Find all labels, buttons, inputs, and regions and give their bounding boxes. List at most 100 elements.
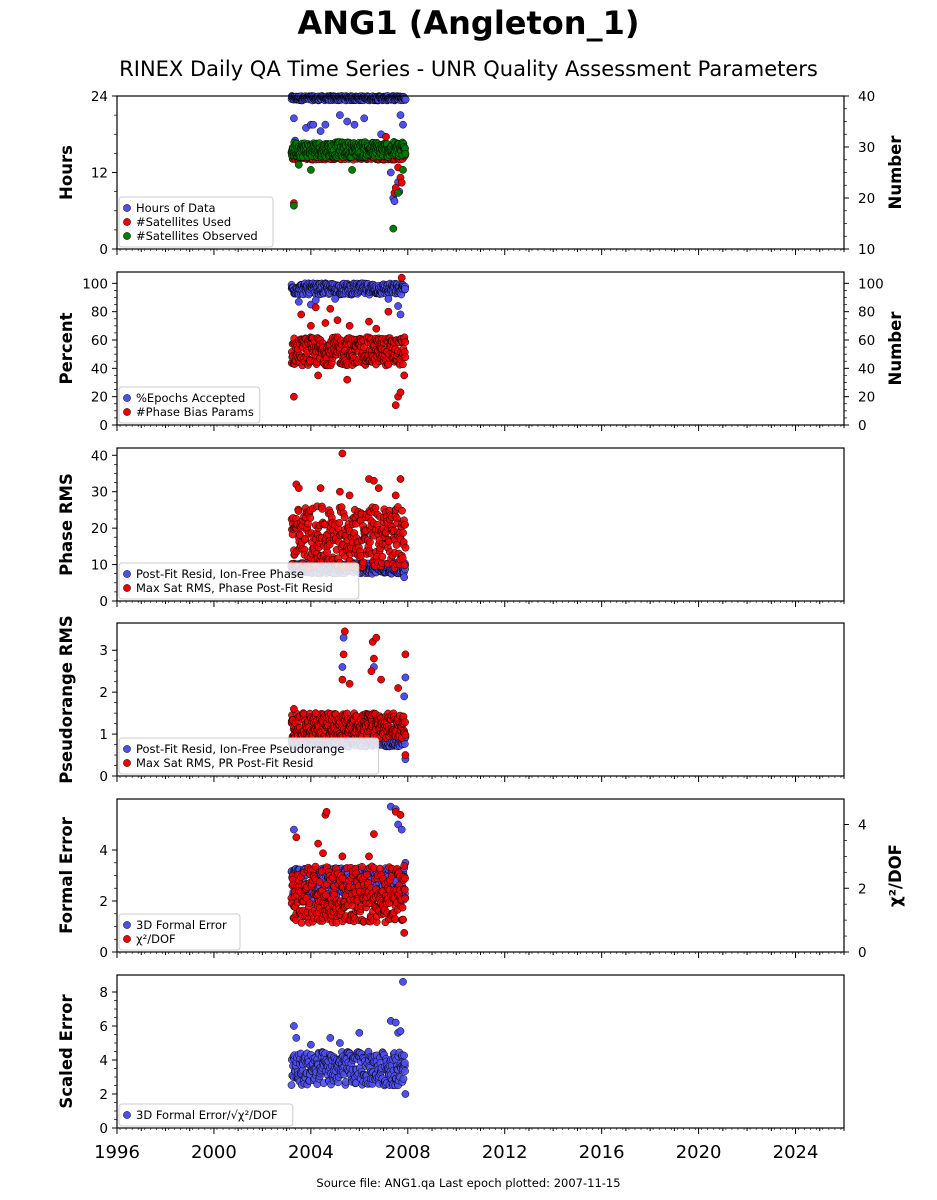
data-point	[290, 392, 298, 401]
legend-marker	[123, 218, 131, 226]
data-point	[365, 317, 373, 326]
series-1	[287, 92, 410, 206]
y2-tick-label: 20	[858, 191, 875, 207]
legend-label: 3D Formal Error	[136, 918, 227, 932]
data-point	[326, 304, 335, 313]
y2-tick-label: 2	[858, 881, 867, 897]
data-point	[399, 360, 407, 369]
legend-marker	[123, 408, 131, 416]
legend-marker	[123, 394, 131, 402]
data-point	[290, 201, 298, 210]
y2-tick-label: 30	[858, 140, 875, 156]
data-point	[307, 321, 315, 330]
data-point	[311, 296, 320, 305]
data-point	[401, 874, 409, 883]
chart-title: ANG1 (Angleton_1)	[297, 4, 640, 42]
data-point	[401, 285, 409, 293]
legend-label: %Epochs Accepted	[136, 391, 245, 405]
data-point	[345, 491, 354, 500]
data-point	[384, 295, 393, 303]
legend-box	[118, 737, 380, 775]
data-point	[321, 120, 330, 129]
data-point	[336, 111, 344, 119]
data-point	[371, 504, 380, 512]
data-point	[386, 168, 395, 177]
data-point	[401, 353, 410, 362]
data-point	[394, 302, 402, 310]
data-point	[398, 903, 407, 912]
data-point	[333, 316, 342, 325]
y2-tick-label: 4	[858, 818, 867, 834]
legend-label: #Satellites Used	[136, 215, 231, 229]
data-point	[400, 573, 409, 582]
data-point	[401, 650, 410, 659]
data-point	[370, 654, 378, 663]
y-tick-label: 60	[91, 333, 108, 349]
data-point	[384, 307, 393, 316]
data-point	[297, 310, 306, 319]
data-point	[401, 894, 410, 903]
panel-4: 0 1 2 3 Pseudorange RMS Post-Fit Resid, Ion-F…	[57, 615, 845, 785]
y-tick-label: 30	[91, 485, 108, 501]
data-point	[335, 519, 344, 527]
data-point	[396, 811, 405, 819]
data-point	[345, 679, 354, 688]
y-tick-label: 40	[91, 448, 108, 464]
y2-axis-label: Number	[886, 311, 905, 386]
data-point	[314, 839, 322, 848]
legend-label: #Phase Bias Params	[136, 405, 254, 419]
legend-marker	[123, 745, 131, 753]
legend: Hours of Data#Satellites Used#Satellites…	[118, 196, 274, 248]
data-point	[287, 1081, 296, 1089]
data-point	[365, 852, 373, 861]
legend-marker	[123, 584, 131, 592]
data-point	[399, 166, 407, 174]
data-point	[339, 633, 348, 642]
data-point	[290, 114, 298, 123]
data-point	[401, 885, 409, 894]
data-point	[305, 899, 314, 908]
data-point	[311, 709, 320, 717]
y-tick-label: 2	[99, 894, 108, 910]
legend-box	[118, 386, 261, 424]
y-tick-label: 3	[99, 643, 108, 659]
data-point	[338, 675, 347, 684]
legend-marker	[123, 204, 131, 212]
data-point	[292, 833, 301, 842]
legend-box	[118, 913, 241, 951]
series-2	[287, 449, 410, 572]
plot-area	[287, 802, 410, 937]
y-tick-label: 40	[91, 361, 108, 377]
data-point	[391, 491, 400, 500]
data-point	[397, 825, 406, 834]
y2-tick-label: 40	[858, 89, 875, 105]
data-point	[397, 178, 406, 187]
data-point	[382, 132, 390, 141]
data-point	[401, 751, 410, 759]
data-point	[400, 929, 409, 937]
data-point	[399, 528, 407, 537]
y-axis-label: Hours	[57, 145, 76, 200]
data-point	[372, 324, 381, 333]
data-point	[311, 862, 320, 871]
y-tick-label: 1	[99, 727, 108, 743]
chart-subtitle: RINEX Daily QA Time Series - UNR Quality…	[119, 57, 818, 81]
panel-2: 0 20 40 60 80 100 Percent 0 20 40 60 80 100 Number %Ep…	[57, 271, 905, 434]
y-tick-label: 0	[99, 769, 108, 785]
data-point	[378, 552, 387, 561]
data-point	[331, 295, 339, 303]
y-tick-label: 2	[99, 685, 108, 701]
panel-3: 0 10 20 30 40 Phase RMS Post-Fit Resid, Ion-Fr…	[57, 447, 845, 610]
data-point	[390, 197, 399, 206]
panel-6: 1996 2000 2004 2008 2012 2016 2020 202402468Sca…	[57, 974, 845, 1163]
y-tick-label: 0	[99, 594, 108, 610]
data-point	[376, 864, 384, 873]
data-point	[340, 513, 349, 522]
data-point	[398, 506, 406, 515]
data-point	[366, 538, 374, 547]
data-point	[374, 484, 383, 492]
legend-label: Max Sat RMS, Phase Post-Fit Resid	[136, 581, 333, 595]
data-point	[338, 449, 347, 458]
legend-label: χ²/DOF	[136, 932, 176, 946]
